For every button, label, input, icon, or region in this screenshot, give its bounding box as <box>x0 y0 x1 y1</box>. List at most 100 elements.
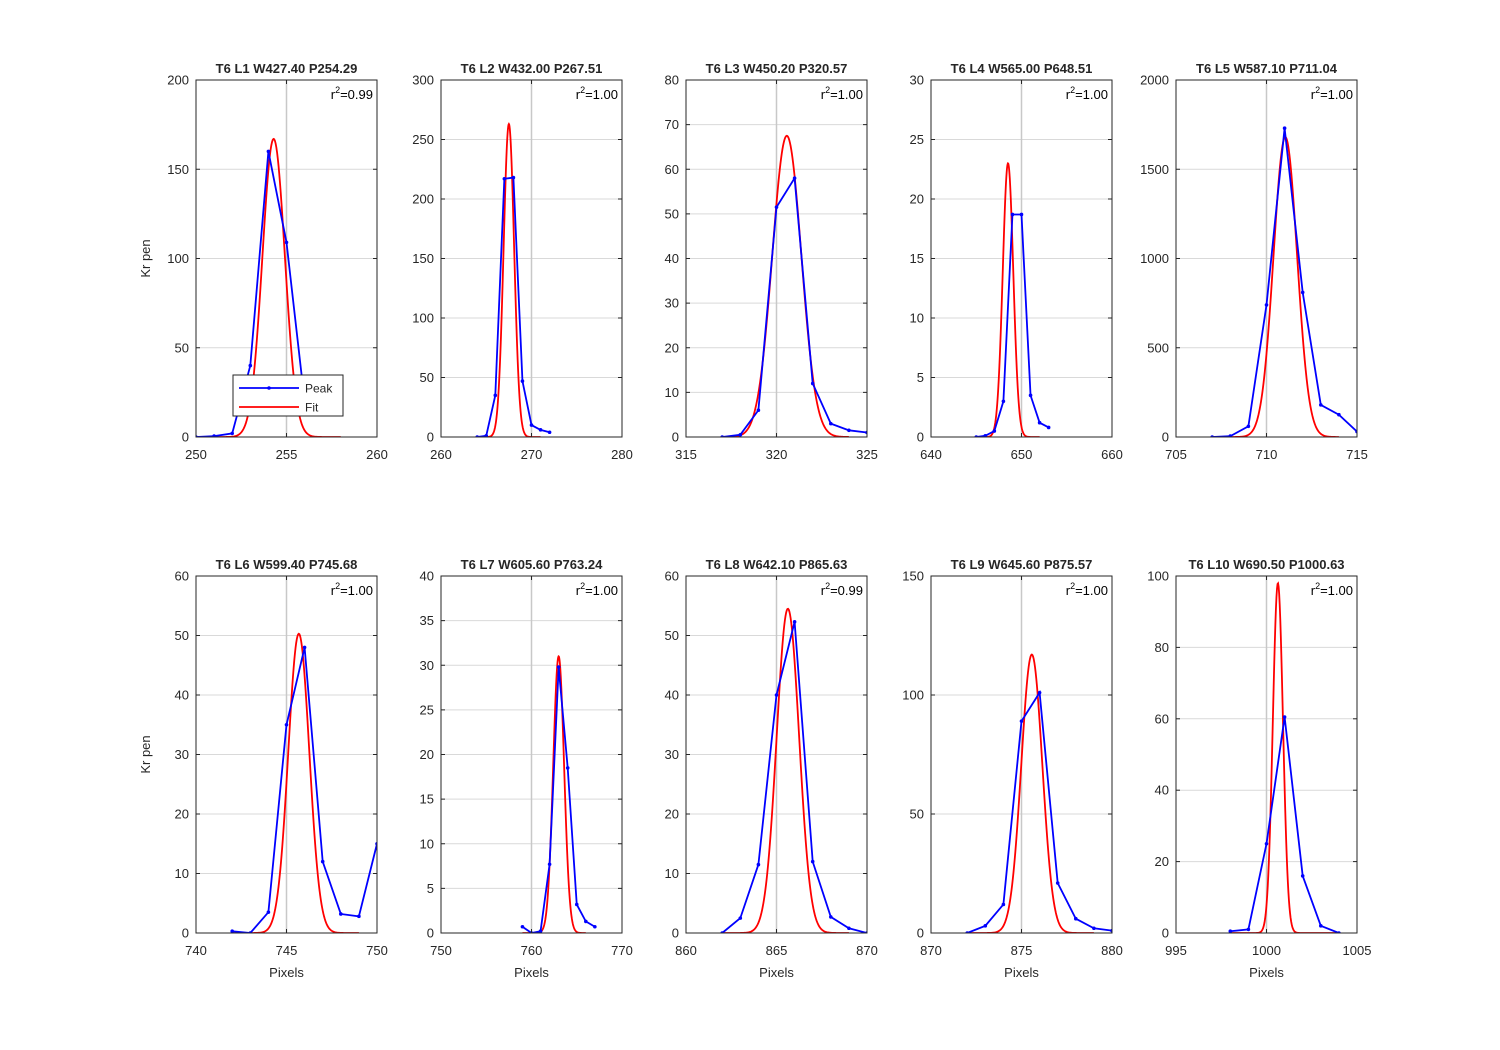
peak-point <box>1246 424 1251 429</box>
x-tick-label: 255 <box>276 447 298 462</box>
y-tick-label: 5 <box>917 370 924 385</box>
x-tick-label: 270 <box>521 447 543 462</box>
r2-exponent: 2 <box>825 85 830 95</box>
fit-series <box>1230 581 1339 933</box>
y-tick-label: 40 <box>665 688 679 703</box>
peak-point <box>320 859 325 864</box>
peak-point <box>992 429 997 433</box>
y-tick-label: 0 <box>1162 926 1169 941</box>
legend-box <box>232 374 344 417</box>
subplot-title: T6 L3 W450.20 P320.57 <box>706 61 848 76</box>
peak-point <box>829 421 833 426</box>
x-tick-label: 770 <box>611 943 633 958</box>
fit-series <box>232 632 359 933</box>
y-tick-label: 70 <box>665 117 679 132</box>
x-tick-label: 710 <box>1256 447 1278 462</box>
y-tick-label: 5 <box>427 881 434 896</box>
peak-point <box>574 902 579 907</box>
peak-point <box>1019 212 1024 217</box>
r2-annotation: r2=0.99 <box>331 85 373 102</box>
x-tick-label: 260 <box>430 447 452 462</box>
x-tick-label: 325 <box>856 447 878 462</box>
peak-point <box>357 914 361 919</box>
y-tick-label: 250 <box>412 132 434 147</box>
x-tick-label: 870 <box>856 943 878 958</box>
y-tick-label: 50 <box>665 206 679 221</box>
peak-series <box>720 620 867 933</box>
y-tick-label: 50 <box>665 628 679 643</box>
r2-symbol: r <box>821 87 826 102</box>
x-tick-label: 250 <box>185 447 207 462</box>
y-tick-label: 80 <box>1155 640 1169 655</box>
peak-point <box>738 432 743 437</box>
peak-point <box>847 428 851 433</box>
peak-point <box>538 929 543 933</box>
x-tick-label: 640 <box>920 447 942 462</box>
r2-value: =1.00 <box>1320 583 1353 598</box>
y-tick-label: 2000 <box>1140 73 1169 88</box>
x-tick-label: 260 <box>366 447 388 462</box>
peak-point <box>520 379 525 383</box>
peak-series <box>720 175 867 437</box>
y-tick-label: 0 <box>427 926 434 941</box>
peak-point <box>547 862 552 867</box>
y-tick-label: 10 <box>665 385 679 400</box>
peak-point <box>847 926 851 931</box>
peak-series <box>475 175 552 437</box>
x-tick-label: 705 <box>1165 447 1187 462</box>
subplot-title: T6 L2 W432.00 P267.51 <box>461 61 603 76</box>
peak-point <box>1300 290 1305 295</box>
subplot-3: 315 320 325 0 10 20 30 40 50 60 70 80 T6 L3 W450.20 … <box>665 61 878 462</box>
peak-series <box>1210 126 1357 437</box>
r2-annotation: r2=1.00 <box>1066 85 1108 102</box>
x-tick-label: 995 <box>1165 943 1187 958</box>
fit-curve <box>722 134 849 437</box>
y-tick-label: 60 <box>665 162 679 177</box>
y-tick-label: 150 <box>902 569 924 584</box>
y-tick-label: 50 <box>420 370 434 385</box>
legend-label-peak: Peak <box>305 382 333 396</box>
r2-symbol: r <box>1311 87 1316 102</box>
peak-series <box>520 665 597 933</box>
y-axis-label: Kr pen <box>138 735 153 773</box>
x-axis-label: Pixels <box>1004 965 1039 980</box>
y-tick-label: 150 <box>167 162 189 177</box>
y-tick-label: 20 <box>665 807 679 822</box>
x-tick-label: 740 <box>185 943 207 958</box>
subplot-8: 860 865 870 0 10 20 30 40 50 60 T6 L8 W642.10 P865… <box>665 557 878 980</box>
peak-point <box>484 434 489 437</box>
y-tick-label: 1000 <box>1140 251 1169 266</box>
r2-exponent: 2 <box>1315 581 1320 591</box>
subplot-1: 250 255 260 0 50 100 150 200 T6 L1 W427.40 P254.… <box>138 61 388 462</box>
r2-value: =1.00 <box>585 583 618 598</box>
fit-series <box>722 134 849 437</box>
peak-point <box>302 645 307 650</box>
fit-curve <box>967 653 1094 933</box>
y-tick-label: 0 <box>917 926 924 941</box>
x-axis-label: Pixels <box>514 965 549 980</box>
peak-point <box>230 929 234 933</box>
peak-point <box>1282 126 1287 130</box>
peak-series <box>965 689 1112 933</box>
peak-point <box>1337 412 1341 417</box>
subplot-4: 640 650 660 0 5 10 15 20 25 30 T6 L4 W565.00 P648.… <box>910 61 1123 462</box>
r2-symbol: r <box>331 583 336 598</box>
y-tick-label: 60 <box>665 569 679 584</box>
y-tick-label: 40 <box>420 569 434 584</box>
peak-point <box>1246 927 1251 932</box>
r2-symbol: r <box>576 87 581 102</box>
peak-point <box>756 408 761 413</box>
y-tick-label: 200 <box>412 192 434 207</box>
r2-annotation: r2=1.00 <box>331 581 373 598</box>
x-tick-label: 1000 <box>1252 943 1281 958</box>
x-tick-label: 280 <box>611 447 633 462</box>
peak-line <box>521 666 596 933</box>
y-tick-label: 100 <box>1147 569 1169 584</box>
x-axis-label: Pixels <box>269 965 304 980</box>
x-axis-label: Pixels <box>1249 965 1284 980</box>
y-tick-label: 30 <box>910 73 924 88</box>
peak-point <box>810 859 815 864</box>
r2-exponent: 2 <box>825 581 830 591</box>
y-tick-label: 10 <box>910 311 924 326</box>
r2-exponent: 2 <box>1315 85 1320 95</box>
